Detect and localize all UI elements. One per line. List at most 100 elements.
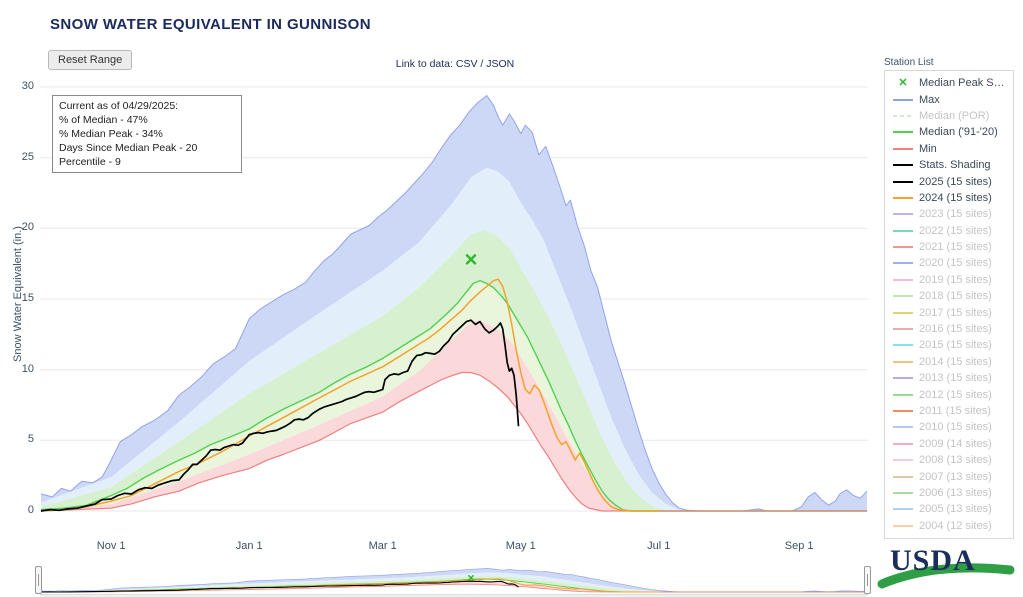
legend-item[interactable]: Min bbox=[885, 141, 1013, 157]
legend-item[interactable]: 2004 (12 sites) bbox=[885, 518, 1013, 534]
legend-item[interactable]: Median (POR) bbox=[885, 108, 1013, 124]
legend-item-label: 2018 (15 sites) bbox=[919, 290, 992, 303]
line-swatch-icon bbox=[893, 475, 913, 478]
line-swatch-icon bbox=[893, 360, 913, 363]
legend-item-label: 2008 (13 sites) bbox=[919, 454, 992, 467]
line-swatch-icon bbox=[893, 147, 913, 150]
legend-item-label: Stats. Shading bbox=[919, 159, 991, 172]
csv-link[interactable]: CSV bbox=[455, 58, 478, 70]
legend-item-label: Min bbox=[919, 142, 937, 155]
link-to-data-label: Link to data: bbox=[395, 58, 453, 70]
y-tick-label: 0 bbox=[27, 504, 34, 516]
current-stats-annotation: Current as of 04/29/2025: % of Median - … bbox=[52, 95, 242, 173]
range-navigator[interactable] bbox=[40, 566, 868, 594]
line-swatch-icon bbox=[893, 131, 913, 134]
legend-item-label: 2016 (15 sites) bbox=[919, 323, 992, 336]
legend-item[interactable]: 2011 (15 sites) bbox=[885, 403, 1013, 419]
annotation-line: % Median Peak - 34% bbox=[59, 128, 163, 140]
line-swatch-icon bbox=[893, 393, 913, 396]
usda-swoosh-icon bbox=[877, 563, 1015, 589]
legend-item[interactable]: Max bbox=[885, 91, 1013, 107]
legend-item[interactable]: 2020 (15 sites) bbox=[885, 255, 1013, 271]
legend-item[interactable]: 2012 (15 sites) bbox=[885, 386, 1013, 402]
line-swatch-icon bbox=[893, 246, 913, 249]
legend-item[interactable]: 2022 (15 sites) bbox=[885, 223, 1013, 239]
legend-item[interactable]: 2021 (15 sites) bbox=[885, 239, 1013, 255]
legend-item-label: 2014 (15 sites) bbox=[919, 355, 992, 368]
legend-item[interactable]: Median ('91-'20) bbox=[885, 124, 1013, 140]
legend-item-label: 2009 (14 sites) bbox=[919, 437, 992, 450]
legend-item[interactable]: 2015 (15 sites) bbox=[885, 337, 1013, 353]
line-swatch-icon bbox=[893, 229, 913, 232]
line-swatch-icon bbox=[893, 180, 913, 183]
page-title: SNOW WATER EQUIVALENT IN GUNNISON bbox=[50, 16, 371, 33]
x-tick-label: Nov 1 bbox=[96, 540, 126, 552]
navigator-left-handle[interactable] bbox=[35, 566, 42, 594]
legend-item[interactable]: Stats. Shading bbox=[885, 157, 1013, 173]
reset-range-button[interactable]: Reset Range bbox=[48, 50, 133, 70]
swe-chart-plot[interactable] bbox=[40, 84, 868, 516]
line-swatch-icon bbox=[893, 508, 913, 511]
legend-item-label: 2017 (15 sites) bbox=[919, 306, 992, 319]
legend: ✕ Median Peak SWE Max Median (POR) Median ('… bbox=[884, 70, 1014, 539]
legend-item[interactable]: 2025 (15 sites) bbox=[885, 173, 1013, 189]
legend-item-label: Median ('91-'20) bbox=[919, 126, 998, 139]
navigator-right-handle[interactable] bbox=[864, 566, 871, 594]
legend-item[interactable]: 2017 (15 sites) bbox=[885, 304, 1013, 320]
line-swatch-icon bbox=[893, 114, 913, 117]
legend-item-label: 2019 (15 sites) bbox=[919, 273, 992, 286]
legend-item[interactable]: 2018 (15 sites) bbox=[885, 288, 1013, 304]
line-swatch-icon bbox=[893, 524, 913, 527]
legend-item[interactable]: 2016 (15 sites) bbox=[885, 321, 1013, 337]
legend-item-label: 2015 (15 sites) bbox=[919, 339, 992, 352]
legend-item-label: 2004 (12 sites) bbox=[919, 519, 992, 532]
line-swatch-icon bbox=[893, 426, 913, 429]
legend-item[interactable]: 2007 (13 sites) bbox=[885, 468, 1013, 484]
line-swatch-icon bbox=[893, 328, 913, 331]
legend-item-label: 2022 (15 sites) bbox=[919, 224, 992, 237]
line-swatch-icon bbox=[893, 98, 913, 101]
legend-item-label: 2024 (15 sites) bbox=[919, 191, 992, 204]
legend-item-label: 2025 (15 sites) bbox=[919, 175, 992, 188]
legend-item[interactable]: 2023 (15 sites) bbox=[885, 206, 1013, 222]
y-tick-label: 15 bbox=[21, 292, 34, 304]
legend-item[interactable]: 2024 (15 sites) bbox=[885, 190, 1013, 206]
legend-item[interactable]: ✕ Median Peak SWE bbox=[885, 75, 1013, 91]
y-tick-label: 20 bbox=[21, 221, 34, 234]
navigator-scrollbar[interactable] bbox=[40, 594, 868, 597]
line-swatch-icon bbox=[893, 196, 913, 199]
legend-item-label: 2021 (15 sites) bbox=[919, 241, 992, 254]
legend-item-label: 2005 (13 sites) bbox=[919, 503, 992, 516]
line-swatch-icon bbox=[893, 262, 913, 265]
annotation-line: % of Median - 47% bbox=[59, 114, 148, 126]
legend-item[interactable]: 2010 (15 sites) bbox=[885, 419, 1013, 435]
link-separator: / bbox=[477, 58, 487, 70]
line-swatch-icon bbox=[893, 278, 913, 281]
legend-item-label: 2023 (15 sites) bbox=[919, 208, 992, 221]
line-swatch-icon bbox=[893, 311, 913, 314]
x-tick-label: Sep 1 bbox=[784, 540, 814, 552]
legend-item[interactable]: 2006 (13 sites) bbox=[885, 485, 1013, 501]
legend-item[interactable]: 2014 (15 sites) bbox=[885, 354, 1013, 370]
legend-item[interactable]: 2008 (13 sites) bbox=[885, 452, 1013, 468]
legend-item[interactable]: 2013 (15 sites) bbox=[885, 370, 1013, 386]
usda-logo-text: USDA bbox=[890, 544, 976, 577]
line-swatch-icon bbox=[893, 295, 913, 298]
y-tick-label: 30 bbox=[21, 80, 34, 92]
line-swatch-icon bbox=[893, 410, 913, 412]
legend-item-label: 2011 (15 sites) bbox=[919, 405, 991, 417]
legend-item-label: Max bbox=[919, 93, 940, 106]
x-marker-icon: ✕ bbox=[898, 76, 908, 89]
legend-item-label: 2006 (13 sites) bbox=[919, 486, 992, 499]
legend-item[interactable]: 2009 (14 sites) bbox=[885, 436, 1013, 452]
legend-item-label: 2010 (15 sites) bbox=[919, 421, 992, 434]
x-tick-label: Mar 1 bbox=[368, 540, 397, 552]
legend-item[interactable]: 2019 (15 sites) bbox=[885, 272, 1013, 288]
x-tick-label: Jul 1 bbox=[647, 540, 671, 552]
x-tick-label: May 1 bbox=[505, 540, 536, 552]
legend-item[interactable]: 2005 (13 sites) bbox=[885, 501, 1013, 517]
line-swatch-icon bbox=[893, 491, 913, 494]
json-link[interactable]: JSON bbox=[486, 58, 515, 70]
y-tick-label: 10 bbox=[21, 362, 34, 375]
